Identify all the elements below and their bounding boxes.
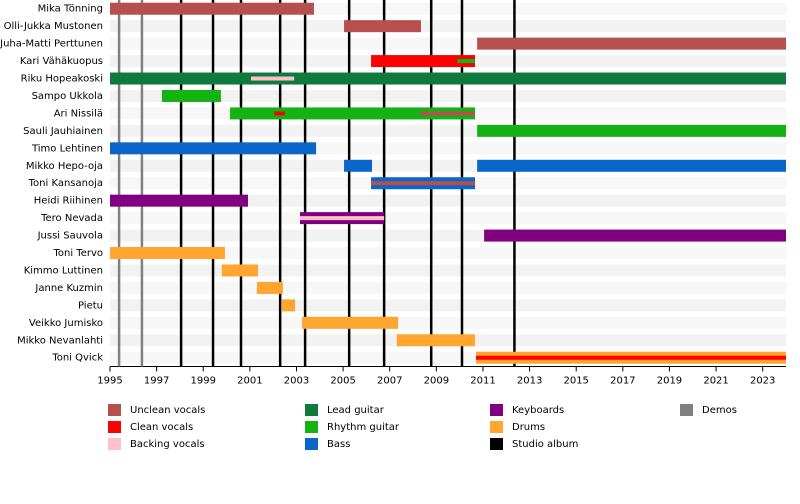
bar [256, 281, 283, 294]
row-label: Mikko Nevanlahti [17, 335, 103, 346]
row-band [110, 264, 786, 277]
row-label: Heidi Riihinen [34, 196, 103, 207]
legend-swatch [305, 421, 318, 433]
bar [420, 111, 476, 116]
legend-swatch [490, 438, 503, 450]
x-tick-label: 1997 [144, 375, 169, 386]
legend-swatch [108, 438, 121, 450]
legend-swatch [108, 421, 121, 433]
legend-swatch [305, 438, 318, 450]
x-tick-label: 2003 [284, 375, 309, 386]
bar [221, 264, 259, 277]
bar [299, 216, 385, 221]
legend-label: Demos [702, 405, 737, 416]
x-tick-label: 2017 [610, 375, 635, 386]
legend-swatch [490, 404, 503, 416]
row-label: Tero Nevada [40, 213, 103, 224]
legend-label: Backing vocals [130, 439, 205, 450]
bar [371, 55, 476, 68]
x-tick-label: 1995 [97, 375, 122, 386]
bar [344, 159, 373, 172]
x-tick-label: 2007 [377, 375, 402, 386]
bar [477, 159, 786, 172]
bar [302, 316, 399, 329]
row-label: Sampo Ukkola [32, 91, 103, 102]
row-band [110, 212, 786, 225]
row-label: Kimmo Luttinen [24, 265, 103, 276]
x-tick-label: 1999 [191, 375, 216, 386]
legend-swatch [305, 404, 318, 416]
legend-label: Studio album [512, 439, 578, 450]
row-label: Janne Kuzmin [34, 283, 103, 294]
legend-label: Bass [327, 439, 350, 450]
bar [110, 2, 314, 15]
x-tick-label: 2015 [563, 375, 588, 386]
row-band [110, 299, 786, 312]
bar [396, 334, 476, 347]
bar [477, 124, 786, 137]
x-tick-label: 2009 [424, 375, 449, 386]
bar [371, 181, 476, 186]
bar [477, 37, 786, 50]
legend-label: Drums [512, 422, 545, 433]
row-label: Mikko Hepo-oja [26, 161, 103, 172]
row-label: Pietu [78, 300, 103, 311]
row-label: Mika Tönning [38, 4, 103, 15]
row-label: Olli-Jukka Mustonen [4, 21, 103, 32]
row-label: Sauli Jauhiainen [23, 126, 103, 137]
x-tick-label: 2013 [517, 375, 542, 386]
x-tick-label: 2021 [703, 375, 728, 386]
row-label: Veikko Jumisko [29, 318, 103, 329]
bar [274, 111, 285, 116]
bar [282, 299, 296, 312]
x-tick-label: 2005 [330, 375, 355, 386]
bar [251, 76, 295, 81]
legend-swatch [490, 421, 503, 433]
row-label: Toni Tervo [52, 248, 103, 259]
legend-label: Lead guitar [327, 405, 385, 416]
row-label: Kari Vähäkuopus [20, 56, 103, 67]
legend-label: Unclean vocals [130, 405, 205, 416]
legend-swatch [108, 404, 121, 416]
row-band [110, 316, 786, 329]
legend-label: Keyboards [512, 405, 564, 416]
legend-label: Clean vocals [130, 422, 193, 433]
bar [475, 355, 786, 360]
row-label: Timo Lehtinen [31, 143, 103, 154]
bar [457, 59, 476, 64]
row-label: Toni Kansanoja [28, 178, 103, 189]
row-label: Toni Qvick [51, 353, 103, 364]
x-tick-label: 2023 [750, 375, 775, 386]
x-tick-label: 2011 [470, 375, 495, 386]
bar [230, 107, 476, 120]
bar [110, 247, 225, 260]
bar [344, 20, 421, 33]
bar [161, 89, 221, 102]
bar [110, 194, 248, 207]
legend-label: Rhythm guitar [327, 422, 400, 433]
row-band [110, 281, 786, 294]
row-label: Jussi Sauvola [37, 231, 103, 242]
legend-swatch [680, 404, 693, 416]
bar [110, 142, 317, 155]
row-band [110, 20, 786, 33]
row-label: Juha-Matti Perttunen [0, 39, 103, 50]
x-tick-label: 2019 [657, 375, 682, 386]
bar [110, 72, 786, 85]
row-label: Ari Nissilä [54, 108, 103, 119]
row-label: Riku Hopeakoski [21, 74, 103, 85]
x-tick-label: 2001 [237, 375, 262, 386]
bar [484, 229, 786, 242]
